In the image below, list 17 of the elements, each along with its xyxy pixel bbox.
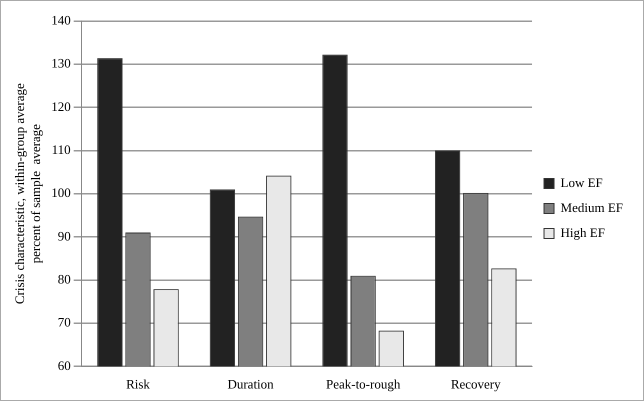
y-tick-label: 120 [51,98,71,114]
y-tick-label: 70 [58,314,71,330]
x-tick-label: Recovery [450,376,502,392]
y-tick-label: 80 [58,271,71,286]
y-tick-label: 100 [51,185,71,200]
y-tick-label: 130 [51,56,71,71]
y-tick-label: 90 [58,228,71,244]
x-tick-label: Risk [126,376,150,392]
legend-label: Low EF [560,174,603,190]
legend-label: High EF [560,224,605,240]
legend-label: Medium EF [560,200,624,215]
x-tick-label: Peak-to-rough [326,376,401,392]
y-axis-title: Crisis characteristic, within-group average percent of sample average [12,83,43,304]
y-tick-label: 110 [52,142,71,157]
y-tick-label: 140 [51,12,71,28]
y-tick-label: 60 [58,358,71,373]
x-tick-label: Duration [227,376,274,392]
